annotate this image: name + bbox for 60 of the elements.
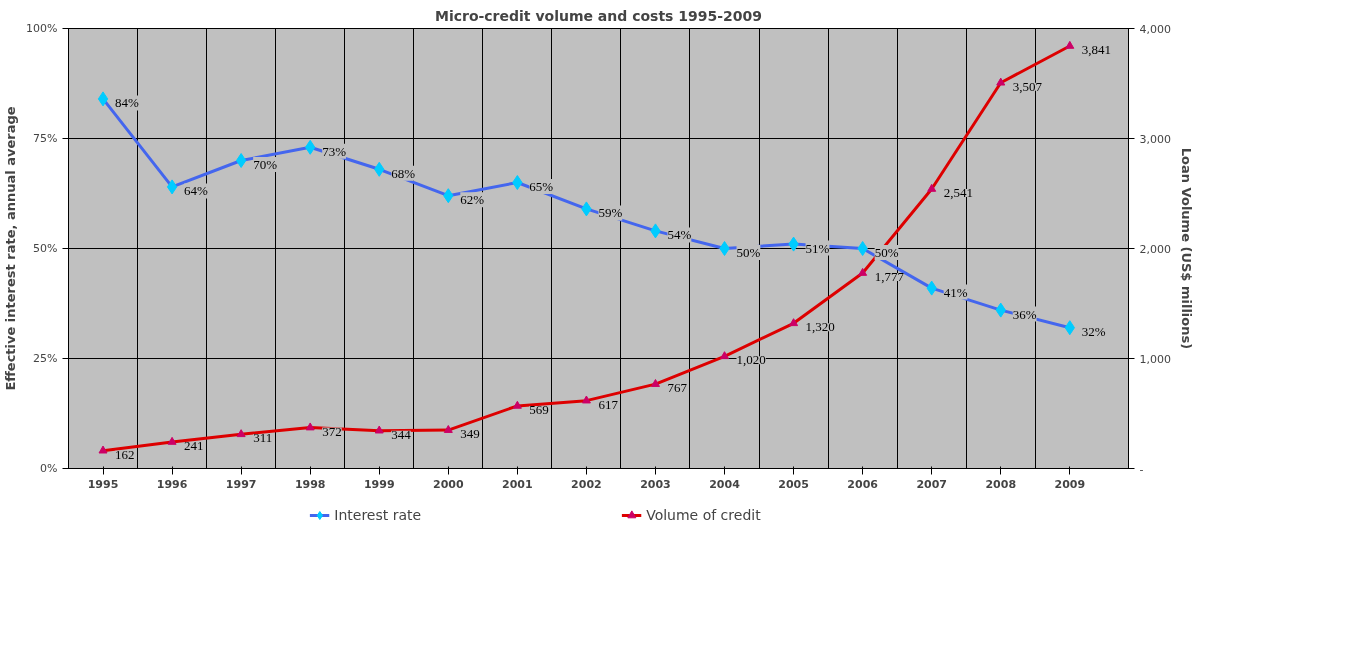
data-label: 3,507 — [1012, 78, 1043, 94]
data-label: 51% — [805, 240, 830, 256]
data-label: 68% — [391, 165, 416, 181]
data-label: 41% — [943, 284, 968, 300]
x-tick-label: 2001 — [502, 477, 533, 491]
data-label: 50% — [736, 245, 761, 260]
y2-tick-label: - — [1139, 462, 1144, 476]
data-label: 372 — [322, 423, 342, 439]
y-tick-label: 100% — [26, 22, 58, 35]
y-tick-label: 25% — [33, 352, 58, 365]
data-label: 344 — [391, 426, 412, 442]
data-label: 162 — [115, 446, 135, 462]
data-label: 311 — [253, 430, 273, 446]
data-label: 59% — [598, 205, 623, 221]
data-label: 62% — [460, 192, 485, 208]
data-label: 32% — [1081, 324, 1106, 340]
x-tick-label: 2008 — [985, 477, 1017, 491]
y2-tick-label: 1,000 — [1139, 352, 1171, 366]
data-label: 1,320 — [805, 319, 835, 335]
data-label: 36% — [1012, 306, 1037, 322]
data-label: 569 — [529, 401, 549, 417]
y-tick-label: 0% — [40, 462, 58, 475]
data-label: 50% — [874, 245, 899, 260]
y2-axis-title: Loan Volume (US$ millions) — [1178, 147, 1194, 350]
chart-title: Micro-credit volume and costs 1995-2009 — [434, 7, 763, 24]
data-label: 2,541 — [943, 184, 973, 200]
data-label: 349 — [460, 426, 480, 442]
x-tick-label: 1997 — [225, 477, 257, 491]
y2-tick-label: 2,000 — [1139, 242, 1171, 256]
data-label: 65% — [529, 179, 554, 194]
data-label: 64% — [184, 183, 209, 199]
x-tick-label: 1995 — [87, 477, 119, 491]
data-label: 617 — [598, 396, 619, 412]
data-label: 70% — [253, 157, 278, 172]
x-tick-label: 2005 — [778, 477, 809, 491]
data-label: 1,020 — [736, 352, 766, 368]
x-tick-label: 1999 — [363, 477, 395, 491]
y2-tick-label: 4,000 — [1139, 22, 1171, 36]
x-tick-label: 2003 — [640, 477, 671, 491]
y-tick-label: 75% — [33, 132, 58, 145]
x-tick-label: 2002 — [571, 477, 602, 491]
data-label: 84% — [115, 95, 140, 111]
x-tick-label: 1998 — [294, 477, 326, 491]
x-tick-label: 2007 — [916, 477, 948, 491]
x-tick-label: 2004 — [709, 477, 741, 491]
y-axis-title: Effective interest rate, annual average — [3, 106, 19, 391]
data-label: 3,841 — [1081, 41, 1112, 57]
x-tick-label: 2000 — [433, 477, 464, 491]
data-label: 767 — [667, 380, 688, 396]
x-tick-label: 2006 — [847, 477, 879, 491]
legend-label: Volume of credit — [646, 507, 761, 523]
x-tick-label: 1996 — [156, 477, 188, 491]
data-label: 1,777 — [874, 269, 905, 285]
legend-label: Interest rate — [334, 507, 422, 523]
y2-tick-label: 3,000 — [1139, 132, 1171, 146]
y-tick-label: 50% — [33, 242, 58, 255]
data-label: 73% — [322, 143, 347, 159]
x-tick-label: 2009 — [1054, 477, 1086, 491]
data-label: 54% — [667, 227, 692, 243]
data-label: 241 — [184, 437, 204, 453]
